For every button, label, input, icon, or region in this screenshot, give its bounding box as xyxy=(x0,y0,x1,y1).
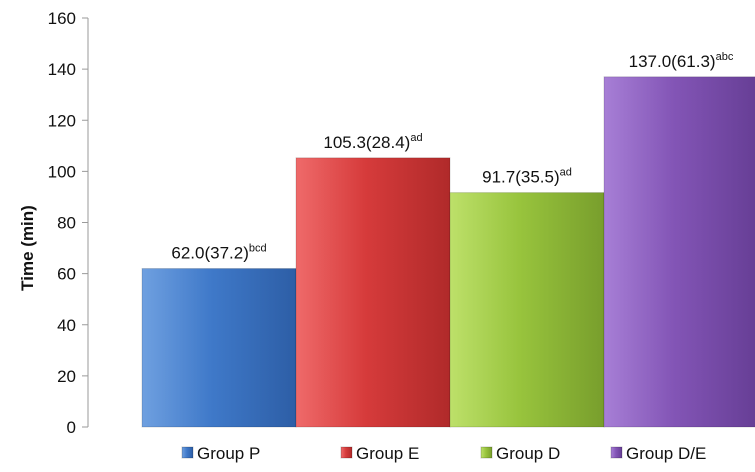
data-label: 105.3(28.4)ad xyxy=(323,132,422,152)
bar-group-d-e xyxy=(603,76,755,428)
legend-label: Group D xyxy=(496,444,560,463)
legend-label: Group E xyxy=(356,444,419,463)
legend-label: Group D/E xyxy=(626,444,706,463)
y-tick-label: 100 xyxy=(48,162,76,181)
data-label: 91.7(35.5)ad xyxy=(482,167,572,187)
y-tick-label: 20 xyxy=(57,367,76,386)
y-axis-label: Time (min) xyxy=(18,205,37,291)
y-tick-label: 40 xyxy=(57,316,76,335)
bars xyxy=(141,76,755,428)
legend-swatch xyxy=(480,446,493,459)
legend-swatch xyxy=(181,446,194,459)
legend-swatch xyxy=(340,446,353,459)
data-label: 137.0(61.3)abc xyxy=(629,51,734,71)
legend-label: Group P xyxy=(197,444,260,463)
y-axis: 0 20 40 60 80 100 120 140 160 xyxy=(48,9,89,437)
bar-group-d xyxy=(449,192,605,428)
legend: Group P Group E Group D Group D/E xyxy=(181,444,706,463)
bar-group-p xyxy=(141,268,297,428)
legend-swatch xyxy=(610,446,623,459)
y-tick-label: 140 xyxy=(48,60,76,79)
data-labels: 62.0(37.2)bcd 105.3(28.4)ad 91.7(35.5)ad 13… xyxy=(171,51,733,263)
data-label: 62.0(37.2)bcd xyxy=(171,243,266,263)
y-tick-label: 60 xyxy=(57,265,76,284)
y-tick-label: 0 xyxy=(67,418,76,437)
y-tick-label: 160 xyxy=(48,9,76,28)
y-tick-label: 120 xyxy=(48,111,76,130)
bar-group-e xyxy=(295,157,451,428)
y-tick-label: 80 xyxy=(57,214,76,233)
